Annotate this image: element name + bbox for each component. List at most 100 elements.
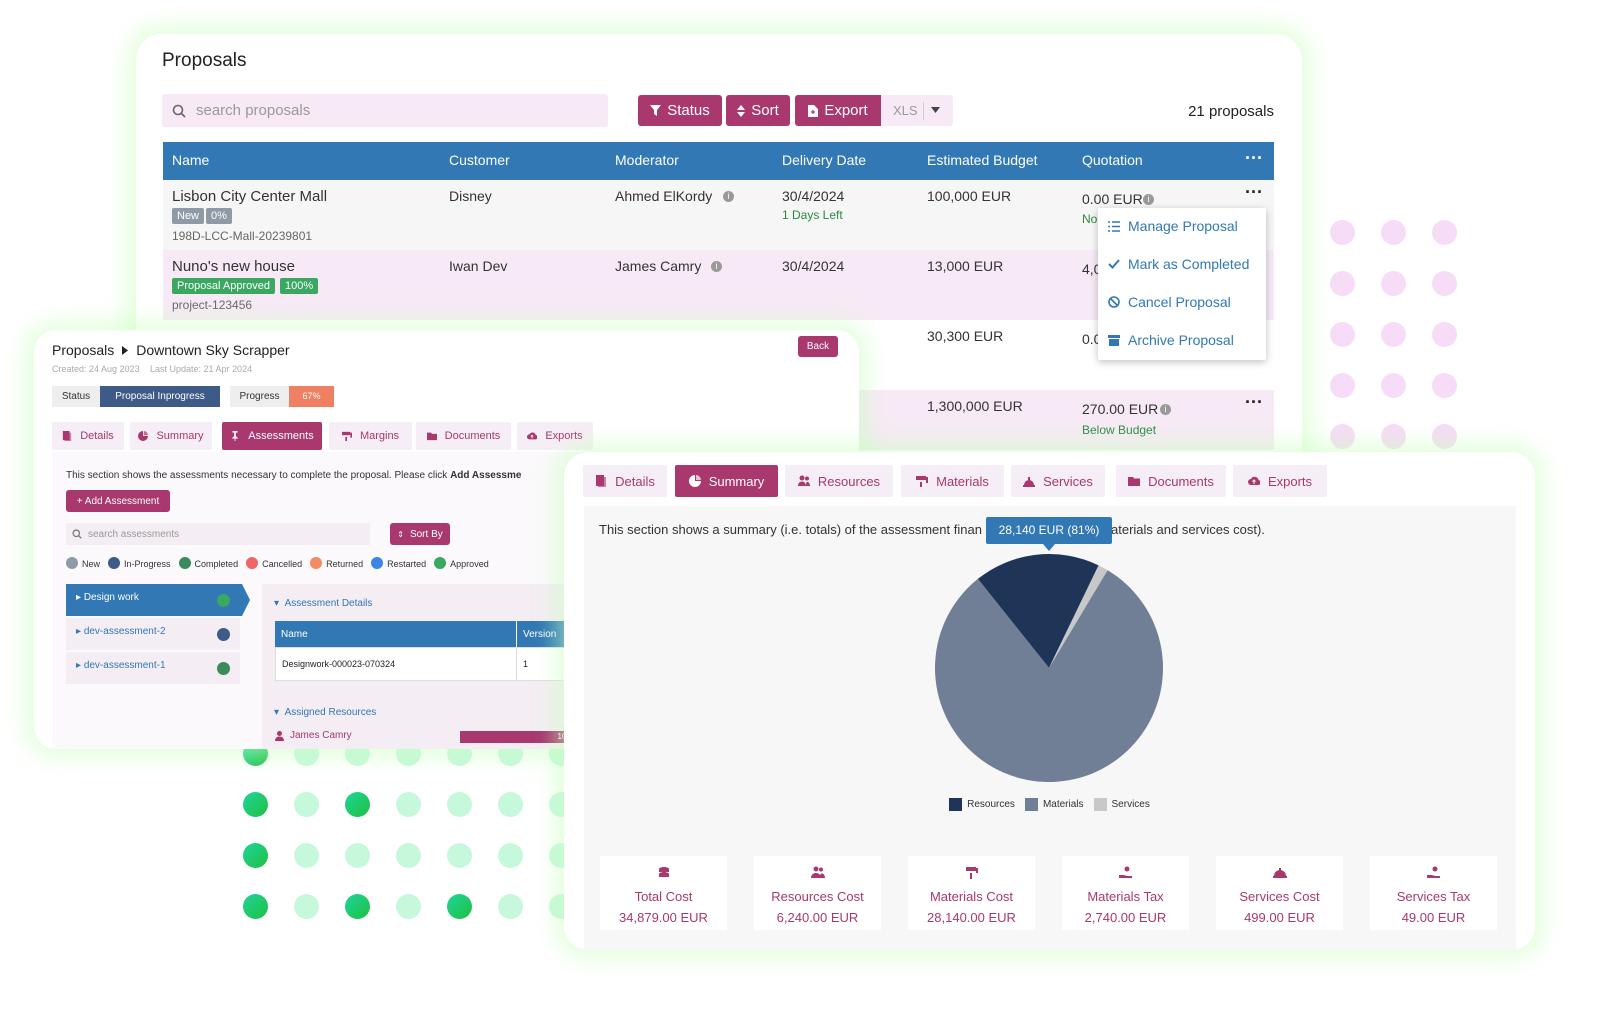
pie-slice-resources[interactable] xyxy=(977,554,1099,668)
info-icon[interactable]: i xyxy=(1160,404,1171,415)
legend-swatch xyxy=(1093,798,1107,811)
table-row[interactable]: Lisbon City Center Mall New 0% 198D-LCC-… xyxy=(163,180,1274,250)
search-input[interactable]: search proposals xyxy=(162,94,608,127)
decorative-dot xyxy=(1381,271,1406,296)
breadcrumb: Proposals Downtown Sky Scrapper xyxy=(52,342,290,358)
tooltip-arrow xyxy=(1043,544,1055,551)
tab-assessments[interactable]: Assessments xyxy=(222,422,322,450)
assessment-label: ▸ Design work xyxy=(76,592,139,603)
services-icon xyxy=(1023,477,1036,487)
row-more-icon[interactable]: ··· xyxy=(1245,392,1263,412)
quotation-note: No xyxy=(1082,212,1098,226)
export-format-select[interactable]: XLS xyxy=(881,95,953,126)
tab-services[interactable]: Services xyxy=(1011,465,1105,497)
tab-materials[interactable]: Materials xyxy=(901,465,1004,497)
legend-item-resources[interactable]: Resources xyxy=(949,798,1015,811)
details-heading[interactable]: ▾ Assessment Details xyxy=(274,598,373,609)
legend-item-materials[interactable]: Materials xyxy=(1024,798,1084,811)
pie-slice-materials[interactable] xyxy=(935,570,1163,782)
menu-item-manage[interactable]: Manage Proposal xyxy=(1108,218,1238,234)
col-estimated-budget[interactable]: Estimated Budget xyxy=(927,152,1038,168)
legend-item-services[interactable]: Services xyxy=(1093,798,1150,811)
materials-icon xyxy=(916,476,929,487)
estimated-budget: 100,000 EUR xyxy=(927,188,1012,204)
col-delivery-date[interactable]: Delivery Date xyxy=(782,152,867,168)
info-icon[interactable]: i xyxy=(1143,194,1154,205)
assessment-item[interactable]: ▸ dev-assessment-1 xyxy=(66,652,240,684)
status-badge: New xyxy=(172,208,205,224)
decorative-dot xyxy=(1432,220,1457,245)
tab-summary[interactable]: Summary xyxy=(675,465,778,497)
decorative-dot xyxy=(396,792,421,817)
breadcrumb-root[interactable]: Proposals xyxy=(52,342,115,358)
tab-label: Exports xyxy=(545,430,583,442)
col-moderator[interactable]: Moderator xyxy=(615,152,679,168)
info-icon[interactable]: i xyxy=(723,191,734,202)
tab-resources[interactable]: Resources xyxy=(785,465,893,497)
decorative-dot xyxy=(396,843,421,868)
menu-item-cancel[interactable]: Cancel Proposal xyxy=(1108,294,1231,310)
decorative-dot xyxy=(447,894,472,919)
assessment-search-input[interactable]: search assessments xyxy=(66,523,370,545)
resources-heading[interactable]: ▾ Assigned Resources xyxy=(274,707,377,718)
col-name[interactable]: Name xyxy=(172,152,210,168)
decorative-dot xyxy=(498,894,523,919)
sort-by-label: Sort By xyxy=(409,528,443,540)
decorative-dot xyxy=(1432,424,1457,449)
tab-documents[interactable]: Documents xyxy=(1116,465,1226,497)
tab-label: Exports xyxy=(1267,473,1313,489)
check-icon xyxy=(1108,259,1120,269)
assessment-item[interactable]: ▸ Design work xyxy=(66,584,250,616)
user-icon xyxy=(275,730,284,741)
tab-label: Details xyxy=(615,473,655,489)
tab-label: Summary xyxy=(708,473,765,489)
table-row[interactable]: Nuno's new house Proposal Approved 100% … xyxy=(163,250,1274,320)
status-filter-button[interactable]: Status xyxy=(638,95,722,126)
menu-item-complete[interactable]: Mark as Completed xyxy=(1108,256,1249,272)
tab-summary[interactable]: Summary xyxy=(130,422,212,450)
col-quotation[interactable]: Quotation xyxy=(1082,152,1143,168)
status-legend: New In-Progress Completed Cancelled Returned… xyxy=(66,557,489,569)
add-assessment-button[interactable]: + Add Assessment xyxy=(66,490,170,512)
header-more-icon[interactable]: ··· xyxy=(1245,148,1263,168)
tab-details[interactable]: Details xyxy=(52,422,124,450)
col-divider xyxy=(516,648,517,680)
tab-label: Documents xyxy=(444,430,501,442)
assessment-item[interactable]: ▸ dev-assessment-2 xyxy=(66,618,240,650)
proposal-name[interactable]: Nuno's new house xyxy=(172,258,295,275)
tab-label: Resources xyxy=(817,473,881,489)
legend-label: Services xyxy=(1111,799,1150,810)
proposal-name[interactable]: Lisbon City Center Mall xyxy=(172,188,328,205)
proposal-count: 21 proposals xyxy=(1188,103,1274,120)
progress-label: Progress xyxy=(230,386,289,407)
sort-by-button[interactable]: ⇕ Sort By xyxy=(390,523,450,545)
tab-exports[interactable]: Exports xyxy=(517,422,593,450)
delivery-date: 30/4/2024 xyxy=(782,188,845,204)
assessment-name: dev-assessment-2 xyxy=(83,626,166,637)
col-version: Version xyxy=(523,629,557,640)
info-icon[interactable]: i xyxy=(711,261,722,272)
tab-details[interactable]: Details xyxy=(583,465,667,497)
card-value: 499.00 EUR xyxy=(1244,910,1315,925)
legend-dot xyxy=(310,557,323,569)
col-customer[interactable]: Customer xyxy=(449,152,510,168)
decorative-dot xyxy=(1330,220,1355,245)
back-button[interactable]: Back xyxy=(798,336,838,357)
caret-down-icon xyxy=(931,107,940,113)
summary-card-total-cost: Total Cost 34,879.00 EUR xyxy=(600,856,727,930)
tab-documents[interactable]: Documents xyxy=(416,422,511,450)
decorative-dot xyxy=(396,894,421,919)
sort-button[interactable]: Sort xyxy=(726,95,790,126)
tab-exports[interactable]: Exports xyxy=(1233,465,1327,497)
export-button[interactable]: Export xyxy=(795,95,881,126)
details-table-row[interactable]: Designwork-000023-070324 1 xyxy=(275,647,592,681)
row-more-icon[interactable]: ··· xyxy=(1245,182,1263,202)
created-date: Created: 24 Aug 2023 xyxy=(52,364,140,374)
assessment-name: dev-assessment-1 xyxy=(83,660,166,671)
tab-margins[interactable]: Margins xyxy=(329,422,412,450)
decorative-dot xyxy=(1381,424,1406,449)
menu-item-archive[interactable]: Archive Proposal xyxy=(1108,332,1234,348)
pie-slice-services[interactable] xyxy=(1049,565,1108,668)
legend-dot xyxy=(434,557,447,569)
progress-badge: 0% xyxy=(206,208,232,224)
